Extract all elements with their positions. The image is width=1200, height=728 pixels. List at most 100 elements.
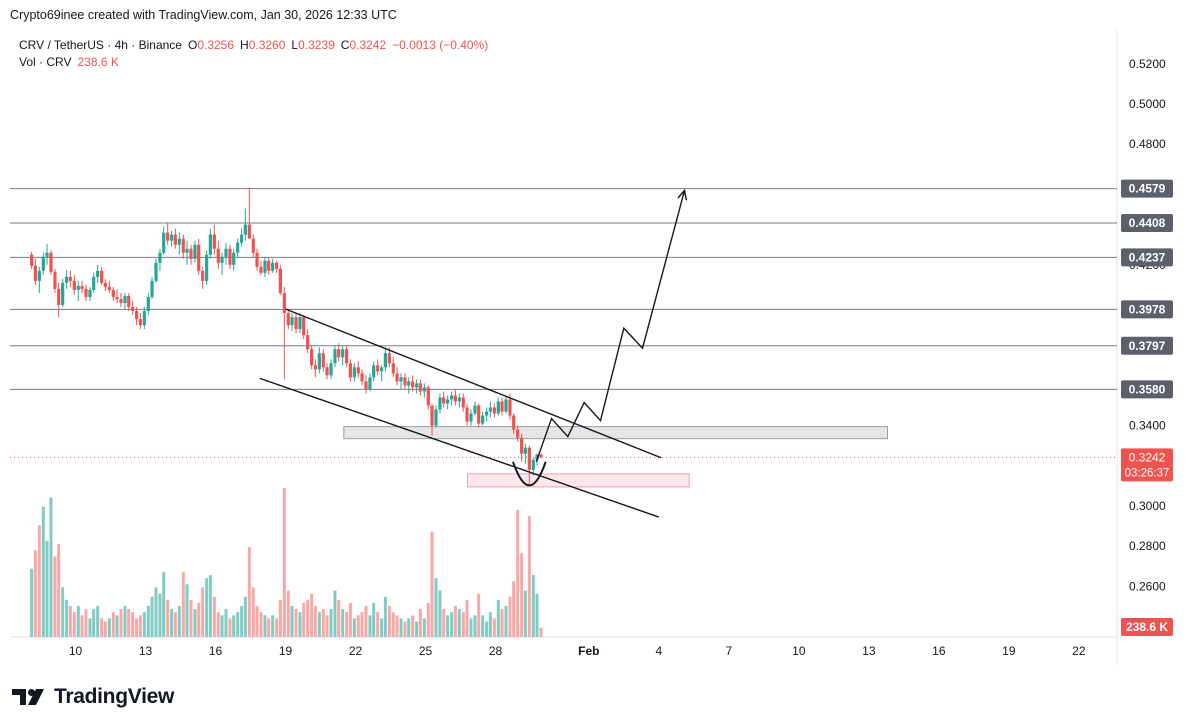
projection-path[interactable] bbox=[535, 190, 686, 463]
volume-bar bbox=[150, 596, 154, 637]
volume-bar bbox=[461, 612, 465, 637]
candle-body bbox=[329, 363, 333, 376]
volume-bar bbox=[446, 615, 450, 637]
candle-body bbox=[232, 252, 236, 265]
time-tick-label: 25 bbox=[419, 644, 433, 658]
bar-countdown-label: 03:26:37 bbox=[1125, 467, 1170, 479]
price-tick-label: 0.3400 bbox=[1129, 419, 1166, 433]
volume-bar bbox=[488, 612, 492, 637]
candle-body bbox=[457, 397, 461, 402]
candle-body bbox=[80, 285, 84, 289]
symbol-legend: CRV / TetherUS · 4h · Binance O0.3256 H0.3… bbox=[19, 38, 488, 52]
candle-body bbox=[154, 262, 158, 281]
candle-body bbox=[212, 234, 216, 249]
level-price-tag bbox=[1121, 248, 1173, 267]
candle-body bbox=[512, 415, 516, 430]
candle-body bbox=[520, 437, 524, 454]
candle-body bbox=[395, 373, 399, 382]
volume-bar bbox=[197, 602, 201, 637]
candle-body bbox=[30, 254, 34, 266]
volume-bar bbox=[275, 618, 279, 637]
candle-body bbox=[170, 234, 174, 241]
volume-bar bbox=[216, 612, 220, 637]
candle-body bbox=[434, 409, 438, 426]
candle-body bbox=[539, 454, 543, 458]
volume-bar bbox=[360, 612, 364, 637]
candle-body bbox=[263, 260, 267, 273]
level-price-tag-label: 0.3797 bbox=[1129, 339, 1166, 353]
volume-bar bbox=[333, 590, 337, 637]
volume-bar bbox=[37, 525, 41, 637]
volume-bar bbox=[434, 578, 438, 637]
channel-upper-line[interactable] bbox=[285, 308, 662, 459]
candle-body bbox=[123, 295, 127, 303]
high-label: H bbox=[240, 38, 249, 52]
volume-bar bbox=[135, 618, 139, 637]
candle-body bbox=[345, 349, 349, 364]
rounded-bottom-arc[interactable] bbox=[512, 461, 547, 487]
candle-body bbox=[135, 311, 139, 320]
volume-bar bbox=[337, 599, 341, 637]
volume-bar bbox=[418, 609, 422, 637]
tradingview-logo-icon bbox=[12, 689, 44, 705]
volume-bar bbox=[240, 606, 244, 637]
candle-body bbox=[61, 282, 65, 305]
volume-bar bbox=[492, 618, 496, 637]
candle-body bbox=[84, 288, 88, 297]
volume-bar bbox=[123, 606, 127, 637]
candle-body bbox=[492, 407, 496, 414]
volume-bar bbox=[185, 584, 189, 637]
volume-bar bbox=[103, 621, 107, 637]
candle-body bbox=[290, 317, 294, 326]
close-value: 0.3242 bbox=[349, 38, 387, 52]
volume-bar bbox=[205, 578, 209, 637]
volume-bar bbox=[263, 615, 267, 637]
candle-body bbox=[76, 285, 80, 290]
level-price-tag bbox=[1121, 380, 1173, 399]
volume-bar bbox=[310, 593, 314, 637]
volume-bar bbox=[68, 606, 72, 637]
volume-bar bbox=[430, 531, 434, 637]
volume-bar bbox=[232, 615, 236, 637]
candle-body bbox=[364, 381, 368, 390]
volume-bar bbox=[422, 618, 426, 637]
volume-bar bbox=[166, 599, 170, 637]
volume-label[interactable]: Vol · CRV bbox=[19, 55, 72, 69]
candle-body bbox=[306, 335, 310, 350]
demand-zone[interactable] bbox=[467, 473, 690, 488]
tradingview-logo: TradingView bbox=[12, 684, 174, 710]
volume-bar bbox=[142, 612, 146, 637]
volume-bar bbox=[208, 575, 212, 637]
volume-bar bbox=[96, 606, 100, 637]
volume-bar bbox=[138, 615, 142, 637]
candle-body bbox=[372, 365, 376, 378]
volume-bar bbox=[76, 606, 80, 637]
volume-bar bbox=[457, 609, 461, 637]
volume-bar bbox=[271, 615, 275, 637]
candle-body bbox=[181, 238, 185, 253]
volume-bar bbox=[33, 550, 37, 637]
candle-body bbox=[383, 353, 387, 368]
volume-bar bbox=[508, 596, 512, 637]
candle-body bbox=[33, 265, 37, 281]
time-tick-label: 16 bbox=[932, 644, 946, 658]
volume-bar bbox=[294, 609, 298, 637]
symbol-name[interactable]: CRV / TetherUS · 4h · Binance bbox=[19, 38, 182, 52]
level-price-tag-label: 0.3978 bbox=[1129, 302, 1166, 316]
resistance-zone[interactable] bbox=[343, 426, 889, 440]
candle-body bbox=[380, 367, 384, 372]
channel-lower-line[interactable] bbox=[259, 377, 660, 518]
candle-body bbox=[302, 317, 306, 336]
volume-bar bbox=[212, 596, 216, 637]
volume-bar bbox=[453, 606, 457, 637]
level-price-tag bbox=[1121, 336, 1173, 355]
volume-bar bbox=[220, 615, 224, 637]
candle-body bbox=[208, 234, 212, 255]
time-tick-label: 19 bbox=[279, 644, 293, 658]
candle-body bbox=[286, 313, 290, 326]
candle-body bbox=[259, 266, 263, 273]
volume-bar bbox=[531, 575, 535, 637]
volume-bar bbox=[278, 599, 282, 637]
candle-body bbox=[387, 353, 391, 364]
price-chart[interactable]: 0.52000.50000.48000.42000.34000.30000.28… bbox=[0, 0, 1200, 680]
